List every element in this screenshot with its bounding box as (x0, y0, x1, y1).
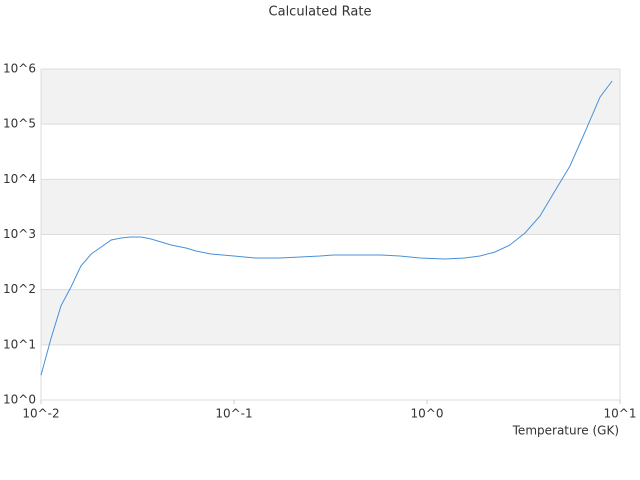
y-tick-label: 10^0 (3, 393, 36, 407)
data-line (40, 80, 613, 376)
x-tick-label: 10^1 (604, 407, 637, 421)
chart-title: Calculated Rate (269, 5, 372, 20)
grid-band (41, 289, 620, 345)
y-tick-label: 10^5 (3, 117, 36, 131)
x-tick-label: 10^-2 (22, 407, 59, 421)
y-tick-label: 10^3 (3, 227, 36, 241)
grid-band (41, 69, 620, 125)
x-tick-label: 10^0 (411, 407, 444, 421)
grid-band (41, 179, 620, 235)
y-tick-label: 10^2 (3, 282, 36, 296)
x-axis-label: Temperature (GK) (512, 424, 619, 438)
y-tick-label: 10^4 (3, 172, 36, 186)
y-tick-label: 10^6 (3, 62, 36, 76)
y-tick-label: 10^1 (3, 337, 36, 351)
x-tick-label: 10^-1 (215, 407, 252, 421)
